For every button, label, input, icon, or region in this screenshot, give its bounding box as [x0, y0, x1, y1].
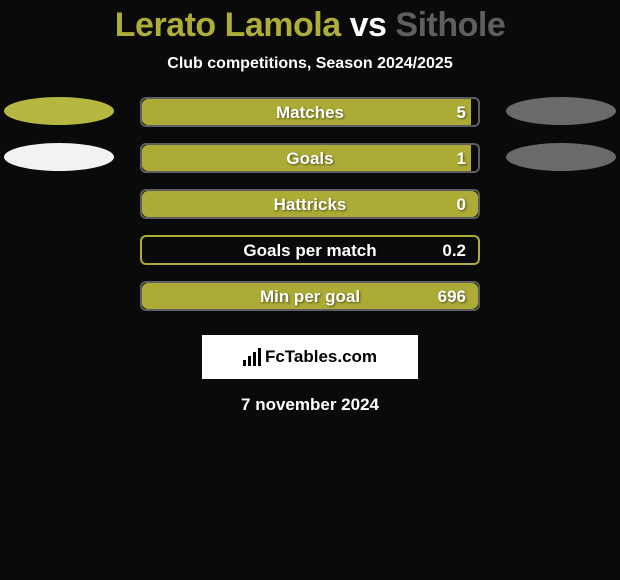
logo: FcTables.com [243, 347, 377, 367]
stat-row: Hattricks0 [0, 189, 620, 235]
stats-chart: Matches5Goals1Hattricks0Goals per match0… [0, 97, 620, 327]
stat-value: 1 [457, 149, 466, 169]
ellipse-left [4, 97, 114, 125]
stat-label: Min per goal [142, 287, 478, 307]
stat-bar: Min per goal696 [140, 281, 480, 311]
stat-label: Goals per match [142, 241, 478, 261]
title-vs: vs [350, 6, 387, 44]
stat-value: 0 [457, 195, 466, 215]
stat-row: Goals1 [0, 143, 620, 189]
logo-bars-icon [243, 348, 261, 366]
comparison-subtitle: Club competitions, Season 2024/2025 [0, 55, 620, 73]
stat-row: Min per goal696 [0, 281, 620, 327]
logo-box: FcTables.com [202, 335, 418, 379]
stat-label: Hattricks [142, 195, 478, 215]
stat-bar: Hattricks0 [140, 189, 480, 219]
stat-bar: Goals per match0.2 [140, 235, 480, 265]
logo-text: FcTables.com [265, 347, 377, 367]
stat-value: 5 [457, 103, 466, 123]
ellipse-right [506, 97, 616, 125]
comparison-title: Lerato Lamola vs Sithole [0, 0, 620, 45]
stat-row: Goals per match0.2 [0, 235, 620, 281]
stat-row: Matches5 [0, 97, 620, 143]
ellipse-left [4, 143, 114, 171]
date-text: 7 november 2024 [0, 395, 620, 415]
title-player1: Lerato Lamola [115, 6, 341, 44]
stat-bar: Goals1 [140, 143, 480, 173]
stat-label: Goals [142, 149, 478, 169]
stat-label: Matches [142, 103, 478, 123]
stat-value: 696 [438, 287, 466, 307]
stat-bar: Matches5 [140, 97, 480, 127]
stat-value: 0.2 [442, 241, 466, 261]
ellipse-right [506, 143, 616, 171]
title-player2: Sithole [395, 6, 505, 44]
